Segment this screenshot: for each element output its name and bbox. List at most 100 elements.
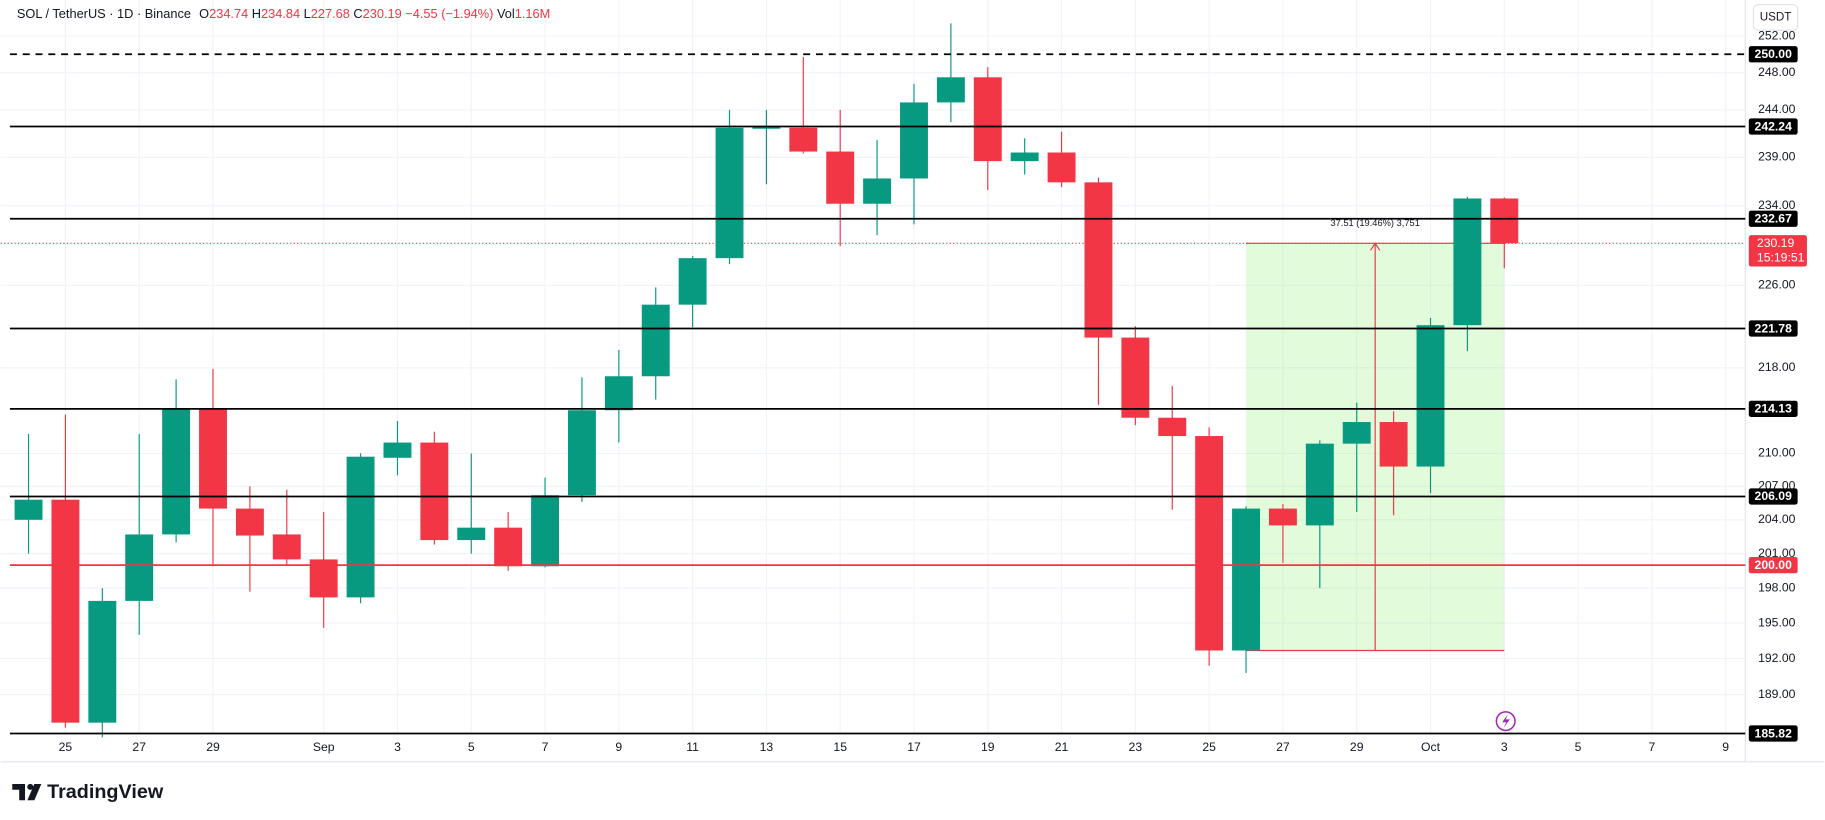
ohlc-value: 234.74 bbox=[209, 6, 248, 21]
y-tick-label: 210.00 bbox=[1758, 446, 1796, 460]
y-tick-label: 198.00 bbox=[1758, 580, 1796, 594]
candle-body bbox=[1490, 198, 1519, 244]
currency-button-box[interactable] bbox=[1752, 4, 1799, 31]
level-label: 242.24 bbox=[1755, 119, 1793, 133]
y-tick-label: 207.00 bbox=[1758, 479, 1796, 493]
level-label-box bbox=[1748, 400, 1798, 417]
candle-body bbox=[1121, 337, 1150, 418]
level-label-box bbox=[1748, 556, 1798, 574]
y-tick-label: 189.00 bbox=[1758, 687, 1796, 701]
ohlc-key: H bbox=[252, 6, 261, 21]
candle-body bbox=[1342, 422, 1371, 444]
level-label: 200.00 bbox=[1755, 558, 1793, 572]
y-tick-label: 218.00 bbox=[1758, 360, 1796, 374]
ohlc-key: O bbox=[199, 6, 209, 21]
level-label: 221.78 bbox=[1755, 321, 1793, 335]
x-tick-label: 29 bbox=[1350, 740, 1364, 754]
x-tick-label: 25 bbox=[1202, 740, 1216, 754]
candle-body bbox=[383, 442, 412, 458]
x-tick-label: 19 bbox=[981, 740, 995, 754]
candle-body bbox=[826, 151, 855, 204]
brand-logo-part[interactable] bbox=[12, 783, 26, 801]
candle-body bbox=[346, 456, 375, 598]
level-label-box bbox=[1748, 210, 1798, 227]
x-tick-label: Sep bbox=[313, 740, 335, 754]
y-tick-label: 244.00 bbox=[1758, 102, 1796, 116]
candle-body bbox=[1195, 436, 1224, 651]
candle-body bbox=[1453, 198, 1482, 326]
candle-body bbox=[1010, 152, 1039, 162]
x-tick-label: 23 bbox=[1129, 740, 1143, 754]
candle-body bbox=[457, 527, 486, 541]
x-tick-label: 5 bbox=[1575, 740, 1582, 754]
candle-body bbox=[420, 442, 449, 541]
candle-body bbox=[1379, 422, 1408, 467]
y-tick-label: 239.00 bbox=[1758, 150, 1796, 164]
alert-icon[interactable] bbox=[1495, 711, 1516, 732]
brand-logo-part[interactable] bbox=[27, 783, 34, 790]
candle-body bbox=[863, 178, 892, 204]
candle-body bbox=[567, 410, 596, 496]
price-range-label: 37.51 (19.46%) 3,751 bbox=[1330, 218, 1419, 228]
y-tick-label: 192.00 bbox=[1758, 651, 1796, 665]
candle-body bbox=[1305, 443, 1334, 526]
ohlc-value: 227.68 bbox=[311, 6, 350, 21]
candle-body bbox=[715, 127, 744, 259]
ohlc-key: L bbox=[304, 6, 311, 21]
candle-body bbox=[1268, 508, 1297, 526]
currency-label[interactable]: USDT bbox=[1760, 11, 1792, 24]
candle-body bbox=[789, 127, 818, 152]
axes: 252.00 248.00 244.00 239.00 234.00 226.00 218.… bbox=[59, 28, 1796, 754]
candle-body bbox=[1416, 325, 1445, 467]
candle-body bbox=[88, 600, 117, 723]
y-tick-label: 252.00 bbox=[1758, 28, 1796, 42]
level-label: 214.13 bbox=[1755, 402, 1793, 416]
x-tick-label: 15 bbox=[833, 740, 847, 754]
candle-body bbox=[51, 499, 80, 723]
price-range-arrowhead bbox=[1370, 242, 1381, 251]
candle-body bbox=[973, 77, 1002, 162]
y-tick-label: 195.00 bbox=[1758, 615, 1796, 629]
y-tick-label: 204.00 bbox=[1758, 512, 1796, 526]
change: −4.55 (−1.94%) bbox=[405, 6, 493, 21]
alert-bolt[interactable] bbox=[1502, 714, 1510, 729]
level-label-box bbox=[1748, 320, 1798, 337]
x-tick-label: 5 bbox=[468, 740, 475, 754]
last-price-countdown: 15:19:51 bbox=[1757, 251, 1805, 265]
brand-logo-part[interactable] bbox=[27, 783, 42, 801]
levels: 250.00 242.24 232.67 221.78 214.13 206.09 200.… bbox=[9, 46, 1807, 742]
x-tick-label: 3 bbox=[394, 740, 401, 754]
ohlc-value: 234.84 bbox=[261, 6, 300, 21]
ohlc-value: 230.19 bbox=[363, 6, 402, 21]
y-tick-label: 226.00 bbox=[1758, 278, 1796, 292]
symbol: SOL / TetherUS · 1D · Binance bbox=[17, 6, 191, 21]
level-label: 206.09 bbox=[1755, 489, 1793, 503]
candle-body bbox=[678, 258, 707, 305]
legend: SOL / TetherUS · 1D · Binance O234.74 H2… bbox=[17, 6, 550, 21]
x-tick-label: 11 bbox=[686, 740, 699, 754]
candle-body bbox=[531, 495, 560, 567]
x-tick-label: 27 bbox=[132, 740, 146, 754]
x-tick-label: 9 bbox=[1722, 740, 1729, 754]
candle-body bbox=[235, 508, 264, 536]
candle-body bbox=[199, 408, 227, 509]
candle-body bbox=[604, 376, 633, 411]
brand-name[interactable]: TradingView bbox=[47, 781, 164, 803]
level-label-box bbox=[1748, 488, 1798, 505]
ohlc-key: C bbox=[353, 6, 362, 21]
volume: 1.16M bbox=[515, 6, 551, 21]
candle-body bbox=[1232, 508, 1260, 651]
x-tick-label: Oct bbox=[1421, 740, 1441, 754]
last-price-box bbox=[1748, 235, 1807, 267]
candle-body bbox=[494, 527, 523, 567]
x-tick-label: 17 bbox=[907, 740, 921, 754]
level-label-box bbox=[1748, 46, 1798, 63]
x-tick-label: 21 bbox=[1055, 740, 1069, 754]
candle-body bbox=[162, 408, 191, 535]
brand[interactable]: TradingView bbox=[12, 781, 164, 803]
x-tick-label: 29 bbox=[206, 740, 220, 754]
currency-button[interactable]: USDT bbox=[1752, 4, 1799, 31]
y-tick-label: 201.00 bbox=[1758, 546, 1796, 560]
